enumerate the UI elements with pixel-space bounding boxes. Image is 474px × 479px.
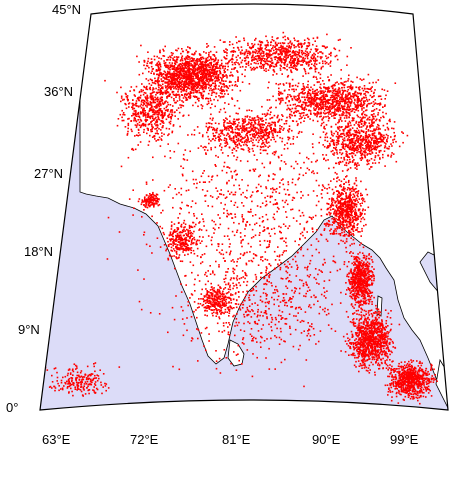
lat-label-18n: 18°N (24, 244, 53, 259)
lon-label-99e: 99°E (390, 432, 419, 447)
map-frame (39, 3, 449, 411)
lat-label-36n: 36°N (44, 84, 73, 99)
lon-label-81e: 81°E (222, 432, 251, 447)
lon-label-90e: 90°E (312, 432, 341, 447)
lat-label-27n: 27°N (34, 166, 63, 181)
lon-label-72e: 72°E (130, 432, 159, 447)
lat-label-9n: 9°N (18, 322, 40, 337)
lon-label-63e: 63°E (42, 432, 71, 447)
lat-label-45n: 45°N (52, 2, 81, 17)
lat-label-0: 0° (6, 400, 18, 415)
land-mass-sumatra (435, 358, 448, 410)
earthquake-events (44, 31, 438, 405)
